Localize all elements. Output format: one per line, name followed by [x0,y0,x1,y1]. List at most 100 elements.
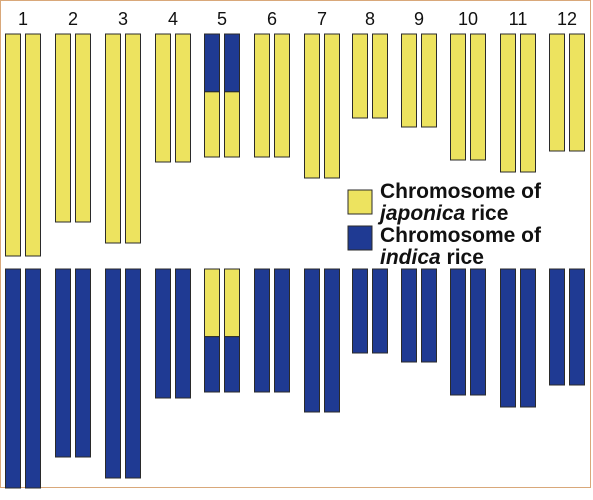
top-chromosome-7-b-japonica-segment [324,33,340,179]
legend-japonica-species: japonica [377,202,466,225]
diagram-frame [0,0,591,488]
chromosome-number-5: 5 [217,9,227,29]
top-chromosome-2-b-japonica-segment [75,33,91,223]
legend-indica-suffix: rice [441,246,484,269]
legend-indica-label-line1: Chromosome of [380,224,542,247]
bottom-chromosome-11-b-indica-segment [520,268,536,408]
top-chromosome-5-b-japonica-segment [224,91,240,158]
legend-japonica-label-line1: Chromosome of [380,180,542,203]
japonica-parent-chromosomes [5,33,585,257]
top-chromosome-pair-3 [105,33,141,244]
top-chromosome-9-b-japonica-segment [421,33,437,128]
top-chromosome-5-a-indica-segment [204,33,220,93]
chromosome-number-1: 1 [18,9,28,29]
top-chromosome-8-b-japonica-segment [372,33,388,119]
chromosome-number-8: 8 [365,9,375,29]
chromosome-number-10: 10 [458,9,478,29]
top-chromosome-pair-12 [549,33,585,152]
top-chromosome-10-b-japonica-segment [470,33,486,161]
top-chromosome-12-b-japonica-segment [569,33,585,152]
bottom-chromosome-pair-6 [254,268,290,393]
top-chromosome-pair-4 [155,33,191,163]
top-chromosome-pair-9 [401,33,437,128]
top-chromosome-pair-8 [352,33,388,119]
bottom-chromosome-pair-9 [401,268,437,363]
bottom-chromosome-pair-7 [304,268,340,413]
bottom-chromosome-12-b-indica-segment [569,268,585,386]
bottom-chromosome-pair-12 [549,268,585,386]
chromosome-number-7: 7 [317,9,327,29]
legend-indica-label-line2: indica rice [380,246,484,269]
top-chromosome-1-a-japonica-segment [5,33,21,257]
chromosome-number-3: 3 [118,9,128,29]
bottom-chromosome-pair-4 [155,268,191,399]
chromosome-numbers: 1 2 3 4 5 6 7 8 9 10 11 12 [18,9,577,29]
top-chromosome-pair-1 [5,33,41,257]
top-chromosome-4-b-japonica-segment [175,33,191,163]
bottom-chromosome-5-b-indica-segment [224,336,240,393]
bottom-chromosome-11-a-indica-segment [500,268,516,408]
bottom-chromosome-8-a-indica-segment [352,268,368,354]
bottom-chromosome-3-b-indica-segment [125,268,141,479]
bottom-chromosome-pair-3 [105,268,141,479]
legend-indica-species: indica [380,246,441,269]
bottom-chromosome-12-a-indica-segment [549,268,565,386]
top-chromosome-12-a-japonica-segment [549,33,565,152]
bottom-chromosome-9-b-indica-segment [421,268,437,363]
chromosome-number-2: 2 [68,9,78,29]
bottom-chromosome-8-b-indica-segment [372,268,388,354]
bottom-chromosome-4-b-indica-segment [175,268,191,399]
bottom-chromosome-1-b-indica-segment [25,268,41,489]
top-chromosome-6-b-japonica-segment [274,33,290,158]
top-chromosome-pair-2 [55,33,91,223]
top-chromosome-10-a-japonica-segment [450,33,466,161]
bottom-chromosome-5-b-japonica-segment [224,268,240,338]
bottom-chromosome-9-a-indica-segment [401,268,417,363]
top-chromosome-2-a-japonica-segment [55,33,71,223]
bottom-chromosome-4-a-indica-segment [155,268,171,399]
chromosome-number-11: 11 [509,9,528,29]
top-chromosome-5-a-japonica-segment [204,91,220,158]
bottom-chromosome-10-a-indica-segment [450,268,466,396]
top-chromosome-pair-11 [500,33,536,173]
chromosome-number-9: 9 [414,9,424,29]
top-chromosome-pair-10 [450,33,486,161]
top-chromosome-pair-5 [204,33,240,158]
top-chromosome-pair-6 [254,33,290,158]
bottom-chromosome-5-a-japonica-segment [204,268,220,338]
legend-japonica-suffix: rice [465,202,508,225]
bottom-chromosome-3-a-indica-segment [105,268,121,479]
bottom-chromosome-pair-11 [500,268,536,408]
bottom-chromosome-10-b-indica-segment [470,268,486,396]
top-chromosome-6-a-japonica-segment [254,33,270,158]
bottom-chromosome-pair-8 [352,268,388,354]
bottom-chromosome-5-a-indica-segment [204,336,220,393]
bottom-chromosome-7-a-indica-segment [304,268,320,413]
top-chromosome-pair-7 [304,33,340,179]
legend: Chromosome of japonica rice Chromosome o… [347,180,542,269]
top-chromosome-11-b-japonica-segment [520,33,536,173]
bottom-chromosome-pair-2 [55,268,91,458]
bottom-chromosome-2-b-indica-segment [75,268,91,458]
top-chromosome-1-b-japonica-segment [25,33,41,257]
bottom-chromosome-7-b-indica-segment [324,268,340,413]
top-chromosome-7-a-japonica-segment [304,33,320,179]
bottom-chromosome-2-a-indica-segment [55,268,71,458]
top-chromosome-11-a-japonica-segment [500,33,516,173]
legend-indica-swatch [347,225,373,251]
chromosome-number-6: 6 [267,9,277,29]
top-chromosome-4-a-japonica-segment [155,33,171,163]
bottom-chromosome-pair-5 [204,268,240,393]
bottom-chromosome-6-b-indica-segment [274,268,290,393]
top-chromosome-5-b-indica-segment [224,33,240,93]
chromosome-number-12: 12 [557,9,577,29]
bottom-chromosome-1-a-indica-segment [5,268,21,489]
top-chromosome-8-a-japonica-segment [352,33,368,119]
chromosome-number-4: 4 [168,9,178,29]
legend-japonica-label-line2: japonica rice [377,202,508,225]
top-chromosome-3-b-japonica-segment [125,33,141,244]
indica-parent-chromosomes [5,268,585,489]
bottom-chromosome-pair-10 [450,268,486,396]
top-chromosome-9-a-japonica-segment [401,33,417,128]
